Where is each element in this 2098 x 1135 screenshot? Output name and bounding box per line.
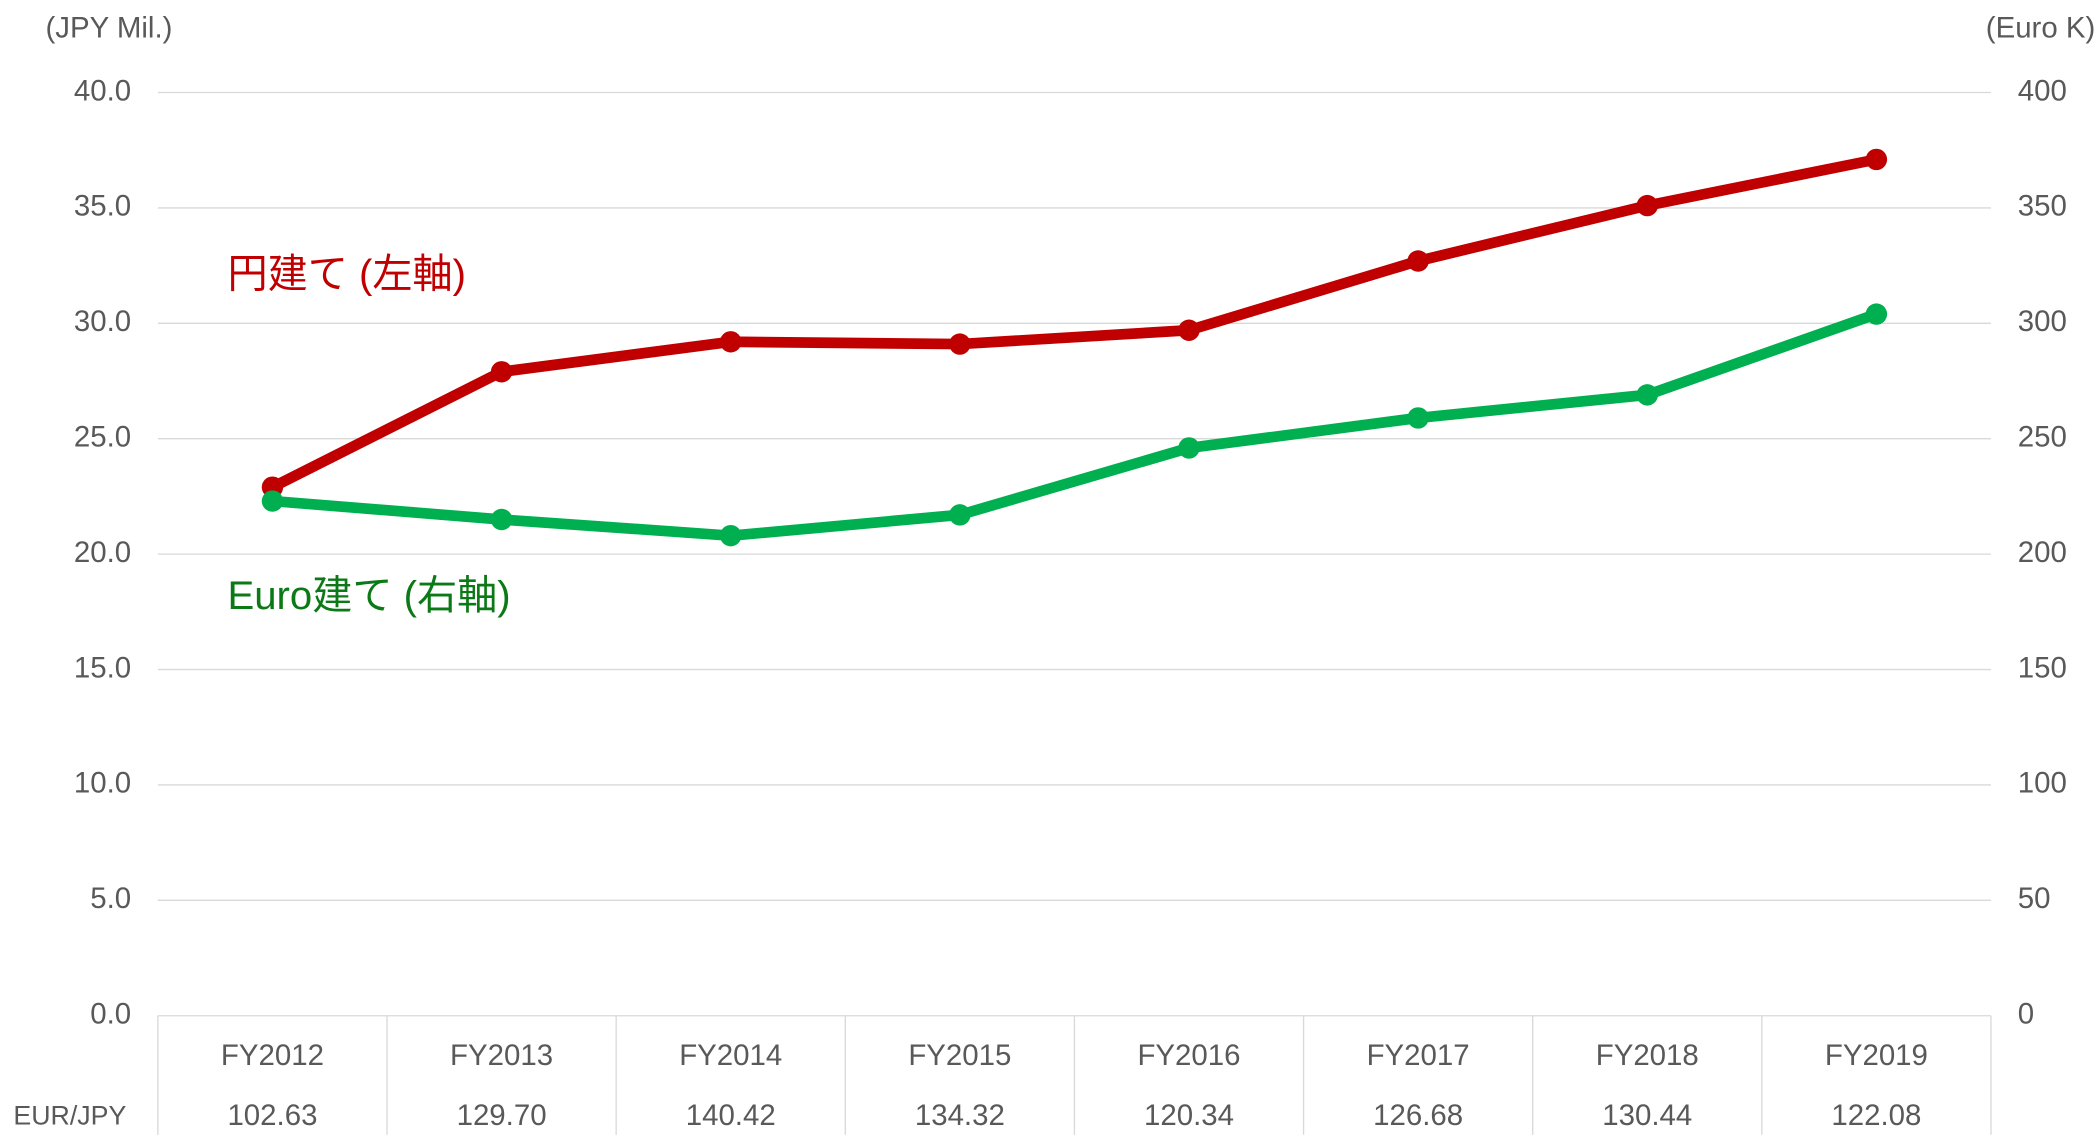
- data-point: [1178, 319, 1200, 341]
- y2-tick-label: 250: [2018, 420, 2067, 453]
- y2-tick-label: 200: [2018, 536, 2067, 569]
- x-tick-label: FY2019: [1825, 1039, 1928, 1072]
- series-label: Euro建て (右軸): [227, 573, 510, 618]
- data-point: [261, 490, 284, 512]
- y-tick-label: 0.0: [90, 998, 131, 1031]
- table-cell: 140.42: [686, 1099, 776, 1132]
- data-point: [720, 331, 742, 353]
- y2-tick-label: 100: [2018, 767, 2067, 800]
- y-tick-label: 40.0: [74, 74, 131, 107]
- y2-tick-label: 300: [2018, 305, 2067, 338]
- data-point: [949, 504, 971, 526]
- x-tick-label: FY2018: [1596, 1039, 1699, 1072]
- x-tick-label: FY2012: [221, 1039, 324, 1072]
- x-tick-label: FY2017: [1367, 1039, 1470, 1072]
- data-point: [1407, 250, 1429, 272]
- table-cell: 130.44: [1602, 1099, 1692, 1132]
- y2-tick-label: 0: [2018, 998, 2034, 1031]
- series-line: [270, 154, 1878, 492]
- series-label: 円建て (左軸): [227, 252, 466, 297]
- x-tick-label: FY2015: [908, 1039, 1011, 1072]
- series-line: [272, 309, 1879, 542]
- data-point: [490, 361, 513, 383]
- data-point: [949, 333, 971, 355]
- table-cell: 129.70: [457, 1099, 547, 1132]
- table-cell: 134.32: [915, 1099, 1005, 1132]
- table-cell: 102.63: [227, 1099, 317, 1132]
- x-tick-label: FY2014: [679, 1039, 782, 1072]
- y-tick-label: 25.0: [74, 420, 131, 453]
- y-tick-label: 10.0: [74, 767, 131, 800]
- y2-tick-label: 350: [2018, 190, 2067, 223]
- y2-tick-label: 400: [2018, 74, 2067, 107]
- y2-tick-label: 50: [2018, 882, 2051, 915]
- table-cell: 120.34: [1144, 1099, 1234, 1132]
- y-tick-label: 35.0: [74, 190, 131, 223]
- data-point: [1178, 437, 1200, 459]
- y2-axis-label: (Euro K): [1986, 11, 2096, 44]
- y-tick-label: 15.0: [74, 651, 131, 684]
- table-row-label: EUR/JPY: [13, 1100, 126, 1130]
- y-tick-label: 5.0: [90, 882, 131, 915]
- y-axis-label: (JPY Mil.): [45, 11, 172, 44]
- data-point: [490, 508, 513, 531]
- x-tick-label: FY2013: [450, 1039, 553, 1072]
- x-tick-label: FY2016: [1137, 1039, 1240, 1072]
- data-point: [1636, 384, 1658, 406]
- data-point: [1865, 148, 1888, 171]
- table-cell: 126.68: [1373, 1099, 1463, 1132]
- data-point: [1407, 407, 1429, 429]
- y2-tick-label: 150: [2018, 651, 2067, 684]
- table-cell: 122.08: [1831, 1099, 1921, 1132]
- data-point: [1865, 303, 1888, 325]
- y-tick-label: 20.0: [74, 536, 131, 569]
- y-tick-label: 30.0: [74, 305, 131, 338]
- data-point: [720, 524, 742, 547]
- data-point: [1636, 194, 1658, 217]
